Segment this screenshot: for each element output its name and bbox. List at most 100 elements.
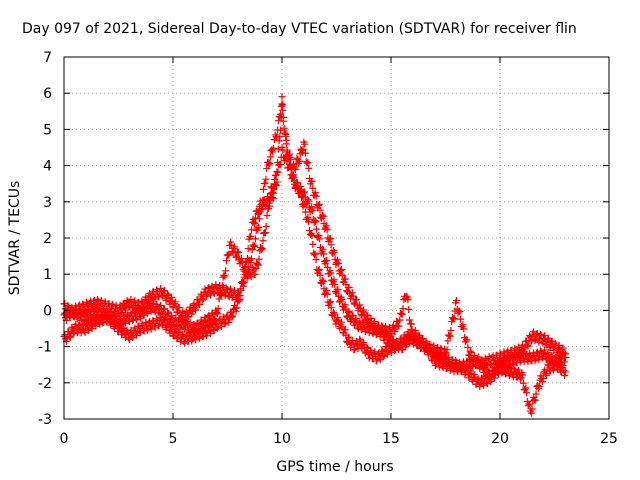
data-point bbox=[309, 207, 317, 215]
data-point bbox=[262, 175, 270, 183]
data-point bbox=[155, 293, 163, 301]
data-point bbox=[359, 308, 367, 316]
data-point bbox=[359, 340, 367, 348]
data-point bbox=[539, 375, 547, 383]
axis-ticks: 0 5 10 15 20 25 -3 -2 -1 0 1 2 3 4 5 6 7 bbox=[38, 50, 618, 447]
data-point bbox=[247, 255, 255, 263]
data-point bbox=[269, 189, 277, 197]
data-point bbox=[234, 288, 242, 296]
data-point bbox=[327, 241, 335, 249]
data-point bbox=[175, 304, 183, 312]
y-tick-label: 2 bbox=[43, 231, 52, 247]
data-point bbox=[449, 315, 457, 323]
data-point bbox=[330, 276, 338, 284]
data-point bbox=[250, 218, 258, 226]
data-point bbox=[415, 332, 423, 340]
x-tick-label: 5 bbox=[169, 431, 178, 447]
data-point bbox=[533, 349, 541, 357]
data-point bbox=[392, 337, 400, 345]
data-point bbox=[280, 124, 288, 132]
data-point bbox=[108, 311, 116, 319]
data-point bbox=[274, 168, 282, 176]
data-point bbox=[254, 261, 262, 269]
data-point bbox=[213, 324, 221, 332]
data-point bbox=[276, 160, 284, 168]
data-point bbox=[452, 297, 460, 305]
data-point bbox=[206, 329, 214, 337]
data-point bbox=[347, 340, 355, 348]
data-point bbox=[122, 306, 130, 314]
data-point bbox=[411, 329, 419, 337]
data-point bbox=[406, 316, 414, 324]
x-tick-label: 20 bbox=[491, 431, 509, 447]
data-point bbox=[279, 146, 287, 154]
data-point bbox=[295, 157, 303, 165]
data-point bbox=[312, 225, 320, 233]
data-point bbox=[286, 150, 294, 158]
data-point bbox=[175, 315, 183, 323]
data-point bbox=[171, 300, 179, 308]
data-point bbox=[224, 252, 232, 260]
data-point bbox=[561, 371, 569, 379]
y-tick-label: 7 bbox=[43, 50, 52, 66]
data-point bbox=[383, 338, 391, 346]
data-point bbox=[444, 337, 452, 345]
data-point bbox=[330, 310, 338, 318]
data-point bbox=[206, 318, 214, 326]
data-point bbox=[334, 260, 342, 268]
data-point bbox=[199, 296, 207, 304]
data-point bbox=[266, 193, 274, 201]
data-point bbox=[314, 201, 322, 209]
data-point bbox=[252, 265, 260, 273]
data-point bbox=[260, 229, 268, 237]
data-point bbox=[211, 285, 219, 293]
data-point bbox=[278, 93, 286, 101]
data-point bbox=[195, 334, 203, 342]
data-point bbox=[487, 360, 495, 368]
data-point bbox=[439, 360, 447, 368]
data-point bbox=[309, 240, 317, 248]
data-point bbox=[337, 267, 345, 275]
data-point bbox=[356, 301, 364, 309]
data-point bbox=[301, 149, 309, 157]
data-point bbox=[66, 333, 74, 341]
data-point bbox=[210, 316, 218, 324]
data-point bbox=[338, 295, 346, 303]
data-point bbox=[248, 246, 256, 254]
data-point bbox=[505, 355, 513, 363]
data-point bbox=[374, 325, 382, 333]
data-point bbox=[348, 289, 356, 297]
data-point bbox=[553, 366, 561, 374]
x-axis-label: GPS time / hours bbox=[276, 459, 393, 475]
data-point bbox=[323, 290, 331, 298]
data-point bbox=[222, 257, 230, 265]
data-point bbox=[341, 326, 349, 334]
data-point bbox=[536, 330, 544, 338]
data-point bbox=[261, 201, 269, 209]
data-point bbox=[395, 322, 403, 330]
data-point bbox=[77, 316, 85, 324]
data-point bbox=[281, 129, 289, 137]
data-point bbox=[214, 305, 222, 313]
data-point bbox=[251, 214, 259, 222]
data-point bbox=[318, 211, 326, 219]
x-tick-label: 25 bbox=[600, 431, 618, 447]
data-point bbox=[336, 297, 344, 305]
data-point bbox=[521, 386, 529, 394]
data-point bbox=[333, 256, 341, 264]
data-point bbox=[446, 332, 454, 340]
data-point bbox=[201, 285, 209, 293]
data-point bbox=[160, 287, 168, 295]
data-point bbox=[398, 311, 406, 319]
data-point bbox=[293, 179, 301, 187]
data-point bbox=[286, 156, 294, 164]
data-point bbox=[297, 182, 305, 190]
data-point bbox=[258, 205, 266, 213]
data-point bbox=[379, 352, 387, 360]
data-point bbox=[132, 331, 140, 339]
data-point bbox=[302, 158, 310, 166]
data-point bbox=[286, 163, 294, 171]
data-point bbox=[273, 133, 281, 141]
data-point bbox=[349, 292, 357, 300]
data-point bbox=[269, 148, 277, 156]
